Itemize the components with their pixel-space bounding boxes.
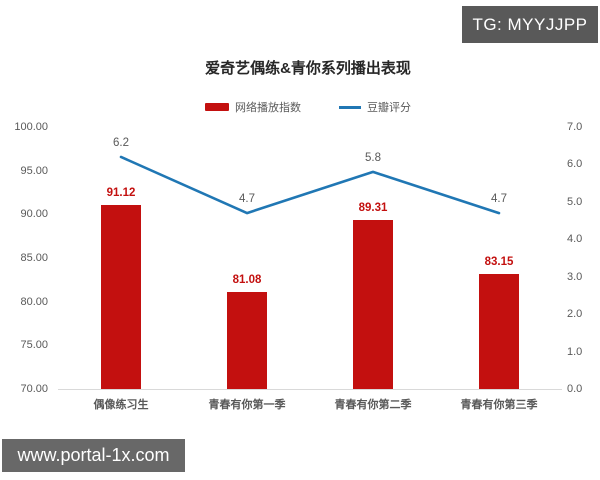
play-index-bar bbox=[227, 292, 267, 389]
legend: 网络播放指数 豆瓣评分 bbox=[0, 99, 600, 115]
line-point-value-label: 6.2 bbox=[113, 136, 129, 149]
y-axis-right-tick-label: 7.0 bbox=[567, 121, 583, 133]
bar-value-label: 91.12 bbox=[106, 186, 136, 199]
x-axis-category-label: 青春有你第三季 bbox=[460, 399, 538, 411]
plot-area: 91.12 81.08 89.31 83.15 6.2 4.7 5.8 4.7 bbox=[58, 127, 562, 390]
y-axis-left-tick-label: 70.00 bbox=[20, 383, 48, 395]
y-axis-right: 7.0 6.0 5.0 4.0 3.0 2.0 1.0 0.0 bbox=[567, 121, 597, 395]
douban-score-line bbox=[119, 155, 501, 215]
line-series-swatch-icon bbox=[339, 105, 361, 109]
chart-title: 爱奇艺偶练&青你系列播出表现 bbox=[205, 60, 411, 77]
y-axis-right-tick-label: 6.0 bbox=[567, 158, 583, 171]
telegram-watermark-text: TG: MYYJJPP bbox=[472, 14, 588, 34]
x-axis-category-label: 偶像练习生 bbox=[93, 399, 149, 411]
play-index-bar bbox=[353, 220, 393, 389]
y-axis-left-tick-label: 80.00 bbox=[20, 295, 48, 308]
y-axis-left: 100.00 95.00 90.00 85.00 80.00 75.00 70.00 bbox=[10, 121, 48, 395]
x-axis-category-label: 青春有你第二季 bbox=[334, 399, 412, 411]
y-axis-left-tick-label: 95.00 bbox=[20, 164, 48, 177]
x-axis-category-label: 青春有你第一季 bbox=[208, 399, 286, 411]
bar-value-label: 83.15 bbox=[484, 256, 514, 269]
legend-item-douban-score: 豆瓣评分 bbox=[339, 99, 411, 115]
legend-label-douban-score: 豆瓣评分 bbox=[367, 102, 411, 114]
y-axis-left-tick-label: 85.00 bbox=[20, 252, 48, 264]
line-point-value-label: 4.7 bbox=[239, 193, 255, 206]
y-axis-left-tick-label: 100.00 bbox=[14, 121, 48, 133]
telegram-watermark-badge: TG: MYYJJPP bbox=[462, 6, 598, 43]
play-index-bar bbox=[479, 274, 519, 389]
y-axis-right-tick-label: 2.0 bbox=[567, 308, 583, 321]
bar-value-label: 89.31 bbox=[358, 202, 388, 215]
x-axis: 偶像练习生 青春有你第一季 青春有你第二季 青春有你第三季 bbox=[58, 396, 562, 414]
y-axis-right-tick-label: 4.0 bbox=[567, 233, 583, 246]
site-watermark-text: www.portal-1x.com bbox=[17, 445, 170, 465]
y-axis-left-tick-label: 90.00 bbox=[20, 208, 48, 221]
y-axis-right-tick-label: 0.0 bbox=[567, 383, 583, 395]
y-axis-right-tick-label: 3.0 bbox=[567, 270, 583, 283]
line-point-value-label: 4.7 bbox=[491, 193, 507, 206]
legend-label-play-index: 网络播放指数 bbox=[235, 102, 301, 114]
site-watermark-badge: www.portal-1x.com bbox=[2, 439, 185, 472]
y-axis-right-tick-label: 1.0 bbox=[567, 345, 583, 358]
bar-value-label: 81.08 bbox=[232, 274, 262, 287]
y-axis-right-tick-label: 5.0 bbox=[567, 195, 583, 208]
y-axis-left-tick-label: 75.00 bbox=[20, 339, 48, 352]
bar-series-swatch-icon bbox=[205, 103, 229, 111]
line-point-value-label: 5.8 bbox=[365, 151, 381, 164]
legend-item-play-index: 网络播放指数 bbox=[205, 99, 301, 115]
play-index-bar bbox=[101, 204, 141, 389]
